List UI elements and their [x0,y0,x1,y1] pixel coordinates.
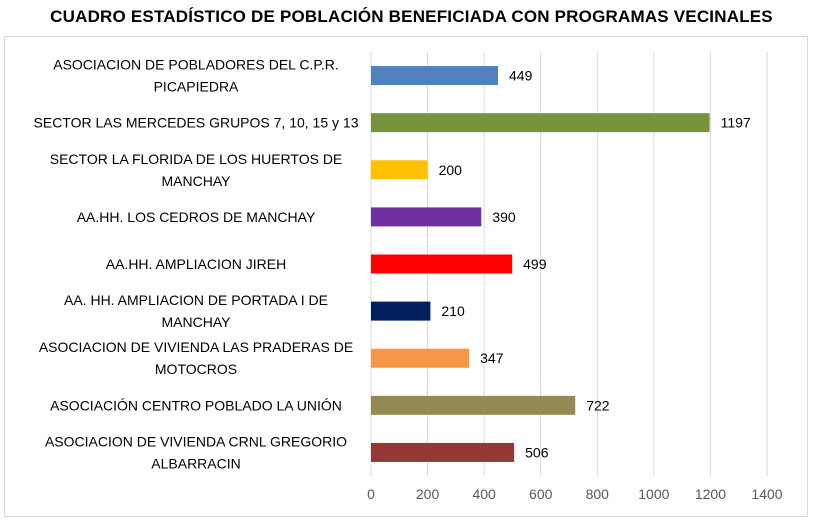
category-label: ASOCIACION DE VIVIENDA CRNL GREGORIO ALBA… [45,433,347,471]
x-tick-label: 600 [529,486,553,502]
bar [371,254,513,274]
category-label: AA.HH. AMPLIACION JIREH [106,256,286,272]
x-tick-label: 800 [586,486,610,502]
x-tick-label: 1200 [695,486,726,502]
category-label: AA. HH. AMPLIACION DE PORTADA I DE MANCHA… [64,292,328,330]
data-labels: 449 1197 200 390 499 210 347 722 506 [439,68,751,461]
category-label: AA.HH. LOS CEDROS DE MANCHAY [77,209,316,225]
bar [371,160,428,180]
bar [371,395,576,415]
data-label: 506 [525,444,549,460]
x-tick-label: 200 [416,486,440,502]
bar [371,207,482,227]
data-label: 1197 [721,115,751,131]
bars [371,66,710,462]
chart-frame [4,36,808,517]
x-tick-label: 1000 [638,486,669,502]
data-label: 347 [480,350,504,366]
category-label: ASOCIACION DE POBLADORES DEL C.P.R. PICAP… [53,57,339,95]
x-tick-label: 0 [367,486,375,502]
data-label: 390 [492,209,516,225]
category-label: ASOCIACION DE VIVIENDA LAS PRADERAS DE MO… [39,339,353,377]
data-label: 200 [439,162,463,178]
bar [371,66,499,86]
data-label: 722 [586,397,610,413]
data-label: 449 [509,68,533,84]
category-label: SECTOR LAS MERCEDES GRUPOS 7, 10, 15 y 1… [34,115,359,131]
category-label: SECTOR LA FLORIDA DE LOS HUERTOS DE MANCH… [50,151,343,189]
data-label: 499 [523,256,547,272]
tick-labels: 0 200 400 600 800 1000 1200 1400 [367,486,783,502]
category-label: ASOCIACIÓN CENTRO POBLADO LA UNIÓN [50,397,342,413]
chart-title: CUADRO ESTADÍSTICO DE POBLACIÓN BENEFICI… [50,7,773,26]
bar [371,348,470,368]
bar [371,113,710,133]
category-labels: ASOCIACION DE POBLADORES DEL C.P.R. PICAP… [34,57,359,472]
x-tick-label: 400 [472,486,496,502]
data-label: 210 [441,303,465,319]
x-tick-label: 1400 [751,486,782,502]
bar [371,442,515,462]
bar [371,301,431,321]
